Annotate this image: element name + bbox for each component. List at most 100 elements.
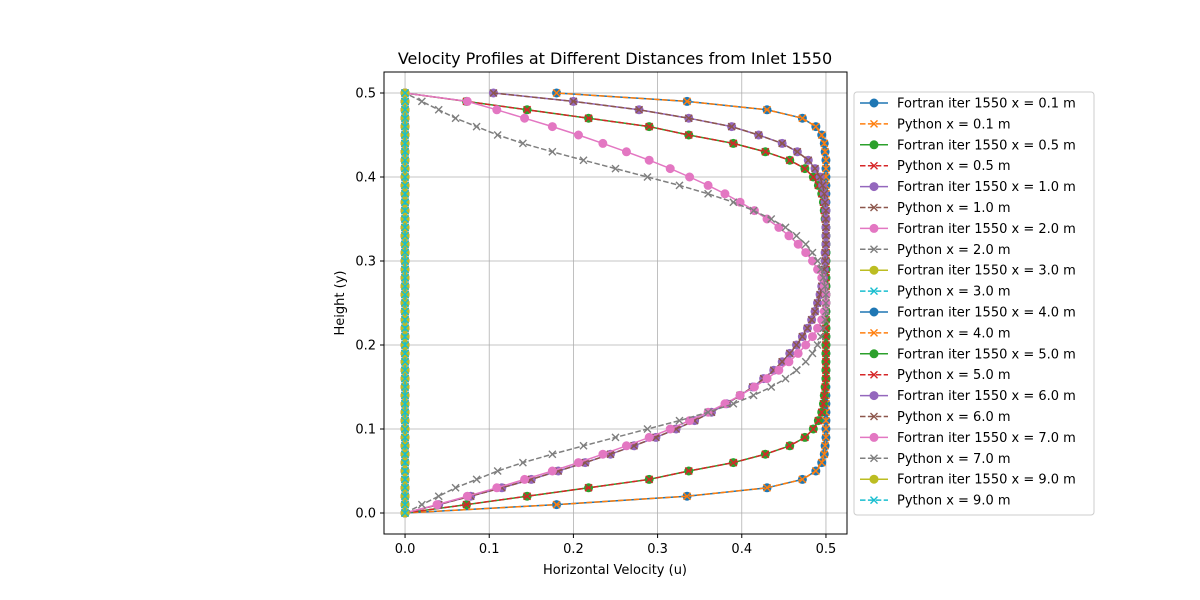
data-point bbox=[401, 299, 410, 307]
data-point bbox=[801, 240, 810, 249]
axes-frame bbox=[383, 71, 848, 535]
y-tick-label: 0.2 bbox=[355, 339, 376, 354]
data-point bbox=[401, 341, 410, 349]
data-point bbox=[801, 357, 810, 366]
data-point bbox=[579, 441, 588, 450]
data-point bbox=[401, 492, 410, 501]
legend-item: Python x = 4.0 m bbox=[860, 326, 1011, 341]
data-point bbox=[811, 122, 820, 131]
data-point bbox=[675, 416, 684, 425]
data-point bbox=[820, 139, 829, 148]
data-point bbox=[462, 96, 472, 106]
data-point bbox=[774, 365, 784, 375]
data-point bbox=[401, 383, 410, 391]
data-point bbox=[820, 391, 829, 400]
legend-marker bbox=[870, 496, 878, 505]
data-point bbox=[401, 458, 410, 467]
data-point bbox=[821, 240, 830, 249]
legend-label: Python x = 5.0 m bbox=[897, 368, 1011, 383]
data-point bbox=[432, 500, 442, 510]
data-point bbox=[547, 122, 557, 132]
data-point bbox=[401, 257, 410, 265]
data-point bbox=[434, 105, 443, 114]
data-point bbox=[821, 433, 830, 442]
data-point bbox=[493, 467, 502, 475]
data-point bbox=[401, 332, 410, 341]
data-point bbox=[462, 500, 471, 509]
legend-marker bbox=[870, 119, 878, 128]
data-point bbox=[401, 467, 410, 475]
y-tick-label: 0.0 bbox=[355, 507, 376, 522]
data-point bbox=[417, 500, 426, 509]
legend-label: Python x = 1.0 m bbox=[897, 201, 1011, 216]
data-point bbox=[401, 89, 410, 97]
legend-item: Python x = 5.0 m bbox=[860, 368, 1011, 383]
legend-label: Python x = 6.0 m bbox=[897, 410, 1011, 425]
data-point bbox=[548, 450, 557, 459]
data-point bbox=[801, 340, 811, 350]
data-point bbox=[811, 467, 820, 475]
data-point bbox=[813, 341, 822, 349]
data-point bbox=[675, 181, 684, 190]
x-tick-label: 0.2 bbox=[563, 542, 584, 557]
legend-label: Fortran iter 1550 x = 5.0 m bbox=[897, 347, 1076, 362]
data-point bbox=[793, 147, 802, 156]
data-point bbox=[813, 257, 822, 265]
data-point bbox=[729, 458, 738, 467]
legend-item: Fortran iter 1550 x = 0.1 m bbox=[860, 97, 1076, 112]
data-point bbox=[401, 164, 410, 173]
data-point bbox=[761, 450, 770, 459]
legend-item: Fortran iter 1550 x = 0.5 m bbox=[860, 138, 1076, 153]
data-point bbox=[781, 223, 790, 232]
legend-label: Python x = 7.0 m bbox=[897, 452, 1011, 467]
data-point bbox=[762, 374, 772, 384]
data-point bbox=[778, 357, 787, 366]
series-line bbox=[404, 92, 827, 514]
data-point bbox=[821, 383, 830, 391]
data-point bbox=[729, 399, 738, 408]
data-point bbox=[821, 231, 830, 240]
legend-label: Fortran iter 1550 x = 1.0 m bbox=[897, 180, 1076, 195]
data-point bbox=[665, 424, 675, 434]
legend-marker bbox=[870, 287, 878, 296]
data-point bbox=[401, 189, 410, 198]
data-point bbox=[817, 408, 826, 417]
data-point bbox=[401, 408, 410, 417]
data-point bbox=[821, 282, 830, 291]
x-axis-label: Horizontal Velocity (u) bbox=[543, 563, 687, 578]
data-point bbox=[798, 114, 807, 123]
data-point bbox=[816, 332, 825, 341]
data-point bbox=[735, 390, 745, 400]
data-point bbox=[821, 290, 830, 299]
legend-label: Python x = 9.0 m bbox=[897, 494, 1011, 509]
data-point bbox=[401, 290, 410, 299]
y-tick-label: 0.4 bbox=[355, 171, 376, 186]
data-point bbox=[821, 324, 830, 333]
data-point bbox=[813, 323, 823, 333]
legend-marker bbox=[870, 370, 878, 379]
y-tick-label: 0.1 bbox=[355, 423, 376, 438]
data-point bbox=[819, 399, 828, 408]
data-point bbox=[763, 483, 772, 492]
data-point bbox=[611, 164, 620, 173]
y-tick-label: 0.3 bbox=[355, 255, 376, 270]
data-point bbox=[401, 391, 410, 400]
data-point bbox=[598, 138, 608, 148]
legend-marker bbox=[870, 203, 878, 212]
data-point bbox=[817, 458, 826, 467]
data-point bbox=[793, 348, 803, 358]
data-point bbox=[401, 215, 410, 223]
data-point bbox=[552, 500, 561, 509]
data-point bbox=[792, 341, 801, 349]
legend-marker bbox=[869, 391, 879, 401]
legend-item: Fortran iter 1550 x = 1.0 m bbox=[860, 180, 1076, 195]
data-point bbox=[643, 425, 652, 433]
data-point bbox=[720, 399, 730, 409]
legend-marker bbox=[869, 349, 879, 359]
legend-label: Fortran iter 1550 x = 0.1 m bbox=[897, 97, 1076, 112]
legend-label: Fortran iter 1550 x = 3.0 m bbox=[897, 264, 1076, 279]
data-point bbox=[819, 306, 829, 316]
data-point bbox=[816, 173, 825, 181]
data-point bbox=[401, 315, 410, 324]
